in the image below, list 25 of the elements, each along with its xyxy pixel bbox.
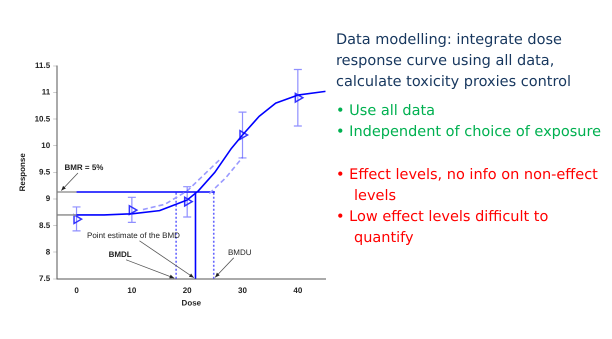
y-tick-label: 7.5: [39, 274, 51, 284]
annotation: BMR = 5%: [64, 163, 104, 172]
annotation: Point estimate of the BMD: [87, 231, 180, 240]
y-tick-label: 8: [46, 247, 51, 256]
x-tick-label: 10: [127, 286, 137, 295]
annotation: BMDL: [108, 250, 132, 260]
x-tick-label: 30: [238, 286, 248, 295]
y-tick-label: 11.5: [35, 61, 51, 70]
text: • Low effect levels difficult to quantify: [336, 208, 550, 248]
text: • Effect levels, no info on non-effect levels: [336, 166, 599, 206]
y-axis-title: Response: [18, 152, 28, 192]
x-tick-label: 20: [182, 286, 192, 295]
x-tick-label: 0: [74, 286, 80, 295]
text: Data modelling: integrate dose response curve using all data, calculate toxicity proxies control: [336, 31, 572, 92]
y-tick-label: 9.5: [39, 168, 51, 177]
y-tick-label: 10.5: [34, 114, 51, 124]
y-tick-label: 8.5: [39, 220, 51, 230]
y-tick-label: 9: [46, 194, 51, 204]
x-tick-label: 40: [293, 286, 303, 295]
y-tick-label: 11: [42, 88, 51, 97]
y-tick-label: 10: [41, 140, 51, 150]
text: • Independent of choice of exposure: [336, 123, 602, 142]
text: • Use all data: [336, 102, 436, 121]
annotation: BMDU: [228, 248, 252, 258]
x-axis-title: Dose: [182, 298, 202, 308]
